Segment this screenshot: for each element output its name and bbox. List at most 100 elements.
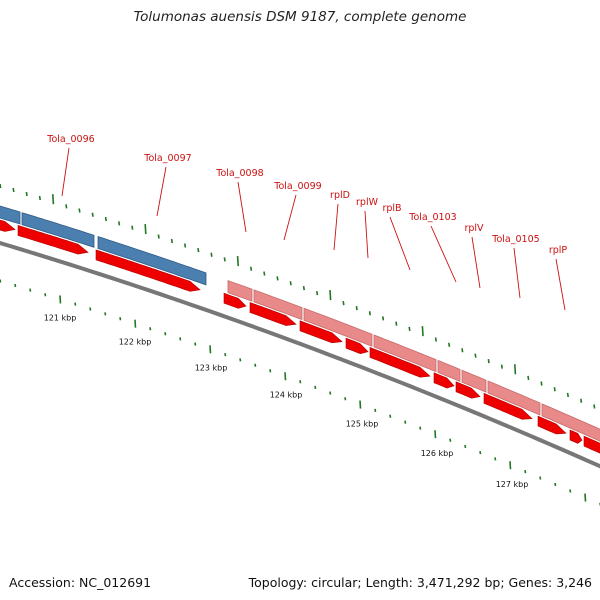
outer-minor-tick bbox=[131, 225, 134, 230]
feature-box-pink bbox=[437, 359, 461, 382]
outer-minor-tick bbox=[197, 247, 200, 253]
outer-minor-tick bbox=[461, 348, 464, 353]
scale-major-tick bbox=[134, 319, 137, 328]
outer-minor-tick bbox=[316, 290, 319, 296]
scale-minor-tick bbox=[89, 307, 92, 311]
outer-minor-tick bbox=[382, 316, 385, 321]
label-leader-line bbox=[283, 194, 297, 241]
feature-box-blue bbox=[97, 236, 207, 286]
scale-minor-tick bbox=[389, 414, 392, 418]
scale-tick-label: 121 kbp bbox=[44, 313, 77, 322]
gene-label: Tola_0097 bbox=[143, 153, 191, 164]
outer-minor-tick bbox=[104, 216, 107, 222]
scale-major-tick bbox=[59, 295, 62, 304]
scale-minor-tick bbox=[44, 293, 47, 297]
outer-minor-tick bbox=[78, 208, 81, 213]
outer-minor-tick bbox=[157, 234, 160, 239]
scale-tick-label: 124 kbp bbox=[270, 391, 303, 400]
scale-minor-tick bbox=[419, 426, 422, 430]
label-leader-line bbox=[430, 225, 457, 283]
gene-label: Tola_0103 bbox=[408, 212, 456, 223]
scale-minor-tick bbox=[269, 369, 272, 373]
scale-minor-tick bbox=[479, 451, 482, 455]
scale-major-tick bbox=[584, 493, 587, 502]
feature-box-pink bbox=[373, 334, 437, 373]
outer-minor-tick bbox=[210, 252, 213, 257]
genome-backbone bbox=[0, 240, 600, 469]
cds-arrow bbox=[455, 381, 481, 399]
scale-minor-tick bbox=[344, 397, 347, 401]
outer-tick-ring bbox=[0, 183, 596, 409]
label-leader-line bbox=[61, 147, 70, 197]
backbone-line bbox=[0, 240, 600, 469]
scale-major-tick bbox=[209, 345, 212, 354]
gene-label: rplB bbox=[382, 203, 401, 214]
scale-tick-ring: 121 kbp 122 kbp 123 kbp 124 kbp 125 kbp 126 k… bbox=[0, 279, 600, 506]
scale-minor-tick bbox=[104, 312, 107, 316]
scale-minor-tick bbox=[494, 457, 497, 461]
scale-tick-label: 123 kbp bbox=[195, 364, 228, 373]
scale-tick-label: 125 kbp bbox=[346, 419, 379, 428]
outer-minor-tick bbox=[184, 243, 187, 248]
feature-box-pink bbox=[541, 403, 600, 442]
outer-minor-tick bbox=[448, 342, 451, 347]
label-leader-line bbox=[237, 181, 247, 233]
gene-label: Tola_0099 bbox=[273, 181, 321, 192]
cds-arrow bbox=[433, 372, 455, 389]
scale-minor-tick bbox=[14, 283, 17, 288]
gene-label: rplV bbox=[464, 223, 484, 234]
scale-minor-tick bbox=[239, 358, 242, 362]
outer-minor-tick bbox=[12, 187, 15, 193]
scale-minor-tick bbox=[314, 385, 317, 390]
scale-minor-tick bbox=[149, 327, 152, 331]
cds-arrow bbox=[223, 292, 247, 309]
label-leader-line bbox=[364, 210, 369, 259]
scale-tick-label: 126 kbp bbox=[421, 449, 454, 458]
outer-major-tick bbox=[52, 194, 55, 205]
outer-major-tick bbox=[329, 290, 332, 301]
outer-minor-tick bbox=[38, 195, 41, 201]
gene-labels: Tola_0096 Tola_0097 Tola_0098 Tola_0099 rplD… bbox=[46, 134, 567, 256]
outer-minor-tick bbox=[487, 359, 490, 364]
outer-minor-tick bbox=[580, 398, 583, 403]
label-leaders bbox=[61, 147, 566, 311]
outer-major-tick bbox=[236, 256, 239, 267]
scale-minor-tick bbox=[119, 317, 122, 321]
outer-minor-tick bbox=[170, 238, 173, 244]
outer-minor-tick bbox=[474, 353, 477, 358]
scale-minor-tick bbox=[449, 438, 452, 442]
outer-minor-tick bbox=[289, 281, 292, 286]
outer-minor-tick bbox=[355, 306, 358, 311]
cds-arrow bbox=[569, 429, 583, 444]
outer-minor-tick bbox=[408, 326, 411, 331]
label-leader-line bbox=[471, 236, 481, 289]
cds-arrow bbox=[0, 219, 16, 232]
scale-minor-tick bbox=[74, 302, 77, 306]
outer-minor-tick bbox=[395, 321, 398, 326]
scale-minor-tick bbox=[164, 332, 167, 336]
outer-minor-tick bbox=[368, 311, 371, 316]
feature-box-pink bbox=[227, 280, 253, 302]
outer-minor-tick bbox=[118, 221, 121, 226]
scale-minor-tick bbox=[539, 476, 542, 480]
scale-minor-tick bbox=[299, 380, 302, 384]
outer-minor-tick bbox=[593, 404, 596, 409]
scale-minor-tick bbox=[29, 288, 32, 292]
feature-box-pink bbox=[487, 380, 541, 416]
scale-minor-tick bbox=[224, 352, 227, 357]
cds-arrow bbox=[537, 415, 567, 435]
scale-major-tick bbox=[434, 430, 437, 439]
gene-label: rplW bbox=[356, 197, 379, 208]
outer-minor-tick bbox=[91, 212, 94, 217]
feature-box-blue bbox=[21, 212, 95, 248]
outer-minor-tick bbox=[553, 387, 556, 392]
scale-major-tick bbox=[509, 461, 512, 470]
label-leader-line bbox=[513, 247, 521, 299]
scale-minor-tick bbox=[254, 363, 257, 367]
genome-summary-text: Topology: circular; Length: 3,471,292 bp… bbox=[248, 575, 592, 590]
gene-label: rplD bbox=[330, 190, 350, 201]
outer-minor-tick bbox=[540, 381, 543, 386]
cds-arrow bbox=[95, 249, 201, 292]
accession-text: Accession: NC_012691 bbox=[9, 575, 152, 590]
